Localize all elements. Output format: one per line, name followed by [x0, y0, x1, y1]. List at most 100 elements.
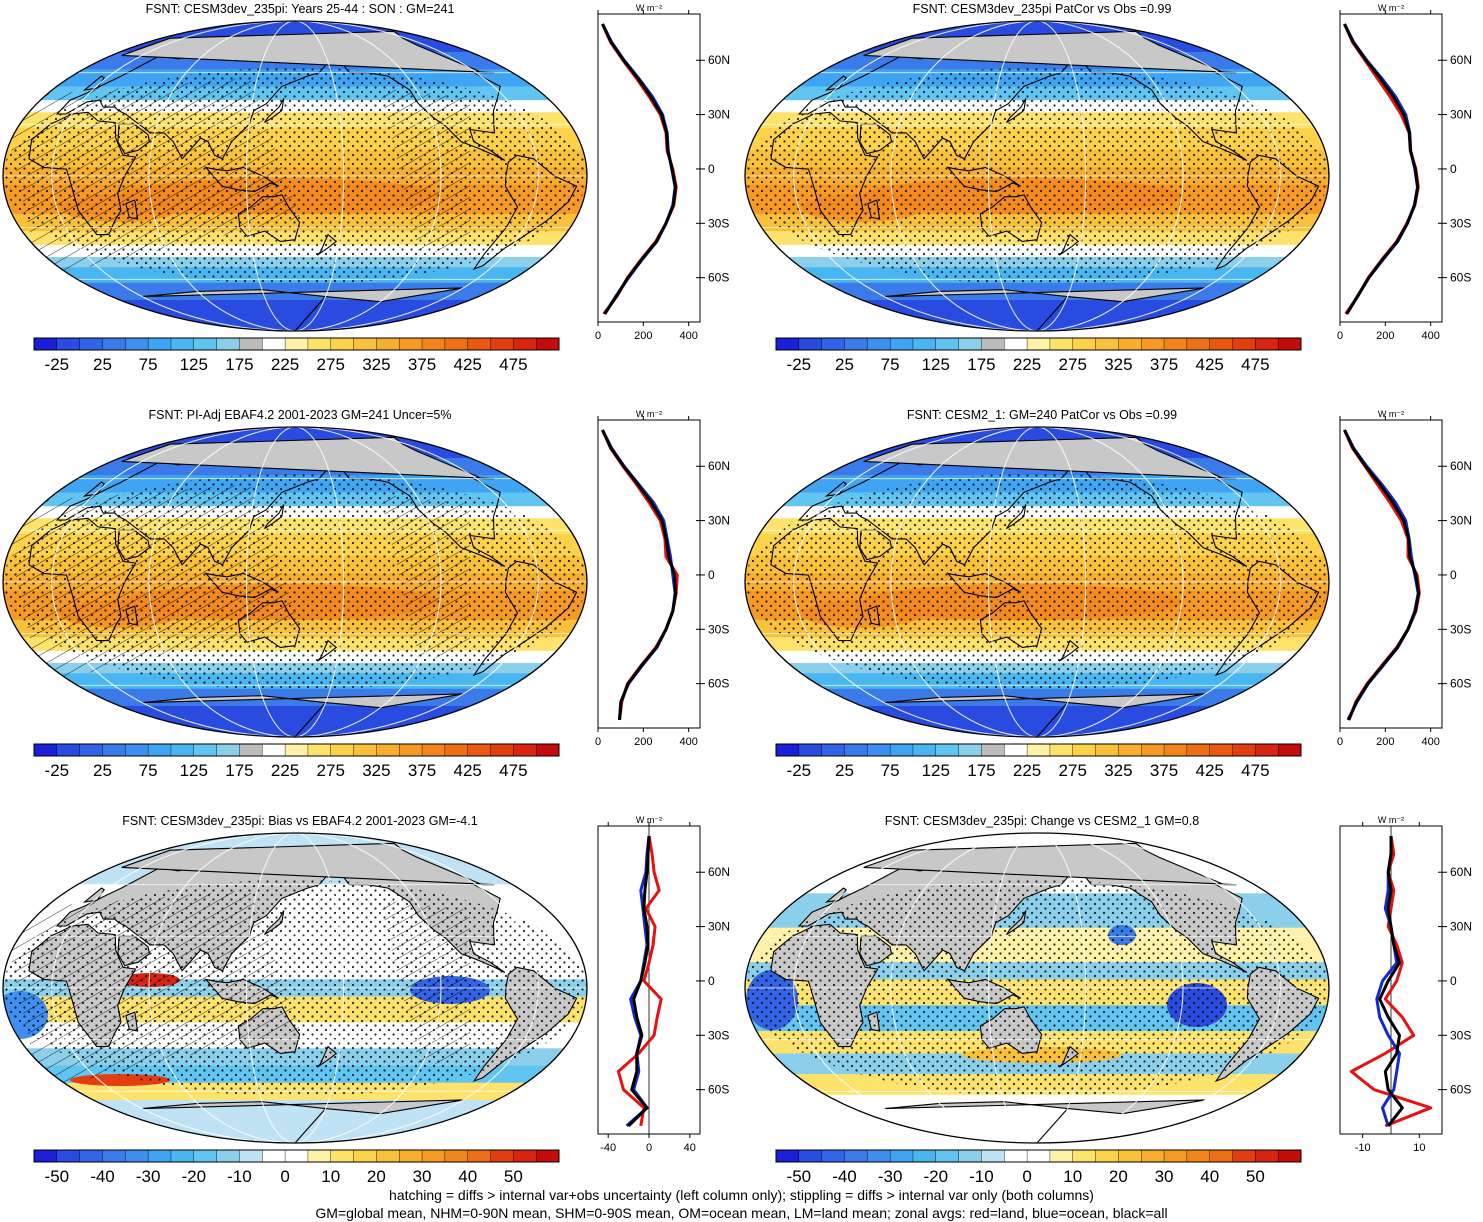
colorbar-swatch [262, 1149, 286, 1163]
colorbar-p6: -50 -40 -30 -20 -10 0 10 20 30 40 50 [775, 1149, 1302, 1186]
zonal-frame [597, 13, 701, 323]
colorbar-swatch [490, 337, 514, 351]
colorbar-label: 25 [835, 761, 854, 780]
colorbar-swatch [1186, 1149, 1211, 1163]
graticule-lon [793, 833, 1281, 1143]
panel-title: FSNT: CESM3dev_235pi: Years 25-44 : SON … [145, 2, 455, 16]
colorbar-swatch [284, 337, 309, 351]
colorbar-label: 225 [271, 355, 299, 374]
lat-label: 30S [708, 216, 729, 230]
colorbar-swatch [912, 1149, 937, 1163]
graticule-lon [890, 21, 1184, 331]
lat-label: 60S [1450, 677, 1471, 691]
colorbar-label: -10 [969, 1167, 994, 1186]
colorbar-p2: -25 25 75 125 175 225 275 325 375 425 475 [775, 337, 1302, 374]
colorbar-swatch [56, 337, 81, 351]
colorbar-swatch [844, 1149, 868, 1163]
lat-label: 60N [708, 53, 730, 67]
panel-p6: FSNT: CESM3dev_235pi: Change vs CESM2_1 … [742, 812, 1483, 1217]
map-p3 [2, 426, 588, 738]
colorbar-swatch [330, 743, 355, 757]
panel-title: FSNT: CESM2_1: GM=240 PatCor vs Obs =0.9… [906, 408, 1178, 422]
colorbar-swatch [284, 1149, 309, 1163]
lat-label: 60N [1450, 865, 1472, 879]
graticule-lon [987, 21, 1087, 331]
colorbar-swatch [1163, 743, 1188, 757]
colorbar-swatch [147, 337, 172, 351]
colorbar-label: 75 [881, 355, 900, 374]
lat-label: 30N [708, 108, 730, 122]
colorbar-label: 375 [408, 355, 436, 374]
colorbar-label: -10 [227, 1167, 252, 1186]
colorbar-swatch [1255, 743, 1279, 757]
graticule-lon [51, 833, 539, 1143]
colorbar-label: -20 [923, 1167, 948, 1186]
colorbar-label: 225 [1013, 761, 1041, 780]
colorbar-swatch [867, 337, 891, 351]
panel-p5: FSNT: CESM3dev_235pi: Bias vs EBAF4.2 20… [0, 812, 741, 1217]
lat-label: 60N [1450, 53, 1472, 67]
colorbar-label: 20 [1109, 1167, 1128, 1186]
colorbar-swatch [421, 743, 446, 757]
colorbar-swatch [125, 1149, 149, 1163]
colorbar-label: -25 [787, 761, 812, 780]
x-tick-label: 400 [679, 330, 697, 342]
lat-label: 0 [1450, 162, 1457, 176]
colorbar-swatch [170, 337, 195, 351]
colorbar-swatch [935, 1149, 960, 1163]
colorbar-swatch [1095, 337, 1119, 351]
land-greenland [121, 30, 495, 74]
colorbar-label: 375 [1150, 761, 1178, 780]
colorbar-frame [33, 743, 560, 757]
colorbar-swatch [239, 743, 263, 757]
colorbar-swatch [1072, 1149, 1097, 1163]
colorbar-swatch [889, 337, 914, 351]
graticule-lon [987, 833, 1087, 1143]
colorbar-swatch [216, 337, 240, 351]
colorbar-label: 425 [1196, 761, 1224, 780]
x-tick-label: 400 [679, 736, 697, 748]
lat-label: 60N [1450, 459, 1472, 473]
colorbar-label: 425 [454, 761, 482, 780]
lat-label: 30N [1450, 920, 1472, 934]
lat-label: 30S [1450, 1028, 1471, 1042]
zonal-plot-p4: W m⁻² 60N 30N 0 30S 60S 0 200 400 [1337, 409, 1472, 748]
x-tick-label: 0 [646, 1142, 652, 1154]
colorbar-label: -50 [787, 1167, 812, 1186]
graticule-lon [245, 21, 345, 331]
colorbar-swatch [513, 337, 537, 351]
colorbar-swatch [102, 1149, 126, 1163]
colorbar-swatch [1255, 337, 1279, 351]
colorbar-label: 30 [413, 1167, 432, 1186]
colorbar-swatch [102, 743, 126, 757]
graticule-lon [890, 833, 1184, 1143]
hatch-overlay [380, 900, 470, 1070]
colorbar-swatch [216, 1149, 240, 1163]
map-border [744, 20, 1330, 332]
colorbar-label: -30 [136, 1167, 161, 1186]
colorbar-swatch [981, 1149, 1005, 1163]
colorbar-swatch [193, 743, 218, 757]
colorbar-label: 425 [1196, 355, 1224, 374]
colorbar-swatch [307, 337, 332, 351]
land-greenland [121, 842, 495, 886]
colorbar-label: -20 [181, 1167, 206, 1186]
colorbar-p1: -25 25 75 125 175 225 275 325 375 425 475 [33, 337, 560, 374]
lat-label: 30S [708, 622, 729, 636]
colorbar-frame [775, 337, 1302, 351]
colorbar-swatch [1277, 337, 1302, 351]
colorbar-swatch [821, 337, 845, 351]
lat-label: 60N [708, 459, 730, 473]
colorbar-swatch [844, 743, 868, 757]
colorbar-swatch [981, 743, 1005, 757]
map-border [744, 832, 1330, 1144]
colorbar-swatch [1004, 743, 1028, 757]
x-tick-label: 200 [634, 736, 652, 748]
colorbar-label: 175 [967, 761, 995, 780]
colorbar-swatch [79, 337, 103, 351]
panel-p1: FSNT: CESM3dev_235pi: Years 25-44 : SON … [0, 0, 741, 405]
map-band [745, 706, 1329, 737]
map-border [2, 832, 588, 1144]
colorbar-swatch [821, 743, 845, 757]
zonal-unit: W m⁻² [636, 815, 662, 825]
